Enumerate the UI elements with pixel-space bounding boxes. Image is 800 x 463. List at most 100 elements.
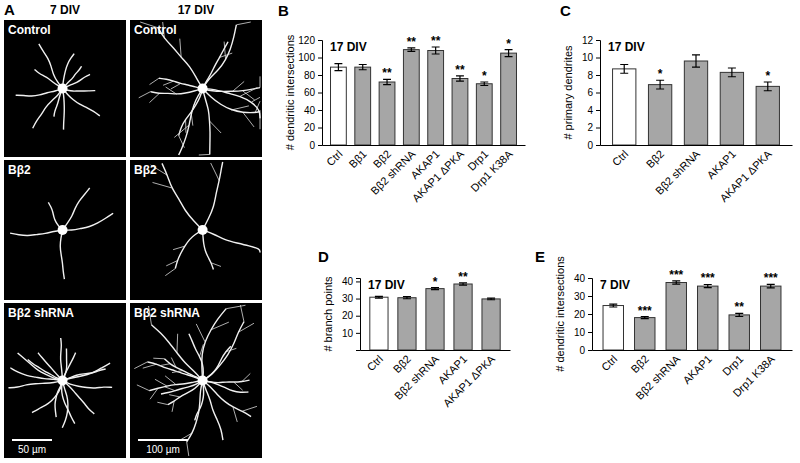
y-tick-mark	[596, 75, 600, 76]
x-tick-label: Ctrl	[364, 353, 385, 374]
x-tick: Ctrl	[610, 148, 631, 169]
y-tick: 40	[304, 105, 322, 116]
x-axis-line	[361, 350, 511, 351]
dendrite-sketch	[187, 381, 203, 442]
y-tick-label: 40	[574, 273, 586, 284]
y-tick-label: 6	[587, 87, 593, 98]
y-tick-label: 0	[587, 140, 593, 151]
y-tick-mark	[596, 110, 600, 111]
dendrite-sketch	[164, 359, 202, 381]
bar	[482, 299, 500, 350]
y-tick-label: 40	[304, 105, 316, 116]
dendrite-sketch	[163, 81, 173, 85]
y-tick-mark	[318, 110, 322, 111]
x-axis-line	[601, 145, 793, 146]
x-tick-label: Drp1 K38A	[468, 147, 515, 194]
significance-label: ***	[669, 268, 683, 282]
dendrite-sketch	[162, 163, 203, 230]
x-tick: Ctrl	[364, 353, 385, 374]
error-bar	[609, 304, 617, 307]
dendrite-sketch	[175, 230, 202, 269]
y-tick-label: 40	[342, 276, 354, 287]
y-tick-mark	[356, 299, 360, 300]
y-tick: 10	[574, 327, 592, 338]
dendrite-sketch	[18, 353, 63, 381]
y-tick-label: 8	[587, 70, 593, 81]
x-tick: Ctrl	[599, 353, 620, 374]
bar	[648, 85, 671, 145]
y-tick-label: 0	[309, 140, 315, 151]
significance-label: ***	[764, 271, 778, 285]
y-tick-label: 30	[574, 291, 586, 302]
panel-label: A	[4, 1, 15, 18]
bar	[426, 289, 444, 350]
chart-title: 17 DIV	[368, 278, 405, 292]
y-axis-title: # dendritic intersections	[554, 256, 566, 372]
dendrite-sketch	[176, 334, 178, 353]
dendrite-sketch	[149, 94, 159, 103]
significance-label: *	[658, 67, 663, 81]
dendrite-sketch	[196, 324, 205, 342]
dendrite-sketch	[210, 121, 222, 133]
y-tick-label: 20	[304, 122, 316, 133]
column-header: 7 DIV	[50, 3, 80, 17]
dendrite-sketch	[231, 106, 249, 110]
scale-bar	[12, 439, 52, 441]
bar-chart: D10203040CtrlBβ2Bβ2 shRNAAKAP1AKAP1 ΔPKA…	[318, 248, 511, 409]
dendrite-sketch	[189, 334, 203, 381]
row-label: Control	[8, 23, 51, 37]
x-axis: CtrlBβ1Bβ2Bβ2 shRNAAKAP1AKAP1 ΔPKADrp1Dr…	[323, 146, 526, 205]
x-tick-label: AKAP1 ΔPKA	[441, 352, 498, 409]
neuron-sketch	[10, 188, 113, 279]
dendrite-sketch	[33, 89, 63, 129]
soma-sketch	[198, 225, 208, 235]
bar	[476, 84, 492, 145]
dendrite-sketch	[61, 338, 63, 381]
y-tick: 60	[304, 87, 322, 98]
y-tick: 10	[342, 328, 360, 339]
y-tick-label: 20	[342, 310, 354, 321]
bar-chart: C024681012CtrlBβ2Bβ2 shRNAAKAP1AKAP1 ΔPK…	[560, 2, 793, 204]
x-axis-line	[593, 350, 793, 351]
x-tick-label: Drp1 K38A	[730, 352, 777, 399]
dendrite-sketch	[203, 89, 260, 119]
y-tick-mark	[318, 75, 322, 76]
x-tick: Bβ2	[644, 148, 666, 170]
neuron-sketch	[134, 305, 257, 456]
micrograph-background	[4, 20, 126, 157]
dendrite-sketch	[143, 364, 157, 368]
y-tick-mark	[318, 145, 322, 146]
x-tick: AKAP1 ΔPKA	[410, 147, 467, 204]
y-tick-mark	[318, 58, 322, 59]
soma-sketch	[58, 84, 68, 94]
scale-bar	[138, 439, 188, 441]
dendrite-sketch	[60, 230, 64, 279]
bar	[720, 72, 743, 145]
dendrite-sketch	[234, 382, 243, 390]
dendrite-sketch	[8, 381, 62, 388]
y-tick-mark	[318, 128, 322, 129]
y-tick-label: 4	[587, 105, 593, 116]
dendrite-sketch	[63, 363, 111, 380]
y-axis: 024681012	[582, 35, 601, 151]
x-tick-label: Bβ2	[628, 353, 650, 375]
panel-label: D	[318, 248, 329, 265]
dendrite-sketch	[202, 309, 226, 381]
y-axis: 10203040	[342, 276, 361, 350]
y-tick-label: 20	[574, 309, 586, 320]
dendrite-sketch	[34, 69, 62, 88]
x-tick-label: AKAP1 ΔPKA	[410, 147, 467, 204]
micrograph-background	[130, 303, 262, 458]
dendrite-sketch	[240, 305, 244, 322]
bar	[698, 286, 718, 350]
dendrite-sketch	[161, 381, 203, 395]
y-tick-mark	[588, 296, 592, 297]
panel-label: C	[560, 2, 571, 19]
x-axis: CtrlBβ2Bβ2 shRNAAKAP1AKAP1 ΔPKA	[601, 146, 793, 205]
panel-label: B	[278, 2, 289, 19]
y-tick-label: 10	[582, 52, 594, 63]
x-tick: Bβ2 shRNA	[392, 352, 442, 402]
y-tick-mark	[356, 281, 360, 282]
dendrite-sketch	[203, 89, 210, 155]
micrograph: Control	[4, 20, 126, 157]
